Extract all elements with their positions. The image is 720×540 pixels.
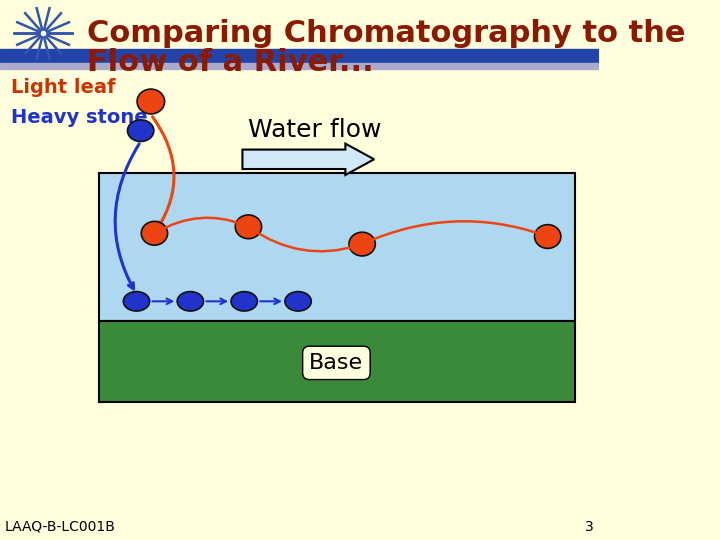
Ellipse shape: [141, 221, 168, 245]
Text: Comparing Chromatography to the: Comparing Chromatography to the: [87, 19, 685, 48]
Bar: [0, 49, 598, 64]
Ellipse shape: [349, 232, 375, 256]
Ellipse shape: [137, 89, 165, 114]
Text: 3: 3: [585, 519, 594, 534]
Ellipse shape: [285, 292, 311, 311]
Text: Water flow: Water flow: [248, 118, 381, 141]
Text: LAAQ-B-LC001B: LAAQ-B-LC001B: [5, 519, 116, 534]
Ellipse shape: [534, 225, 561, 248]
Ellipse shape: [127, 120, 154, 141]
Ellipse shape: [123, 292, 150, 311]
Text: Base: Base: [310, 353, 364, 373]
Text: Flow of a River...: Flow of a River...: [87, 48, 374, 77]
Bar: [0, 63, 598, 69]
Text: Heavy stone: Heavy stone: [11, 108, 148, 127]
Ellipse shape: [235, 215, 261, 239]
FancyArrow shape: [243, 144, 374, 175]
Bar: [99, 173, 575, 321]
Text: Light leaf: Light leaf: [11, 78, 115, 97]
Ellipse shape: [177, 292, 204, 311]
Ellipse shape: [231, 292, 257, 311]
Bar: [99, 321, 575, 402]
